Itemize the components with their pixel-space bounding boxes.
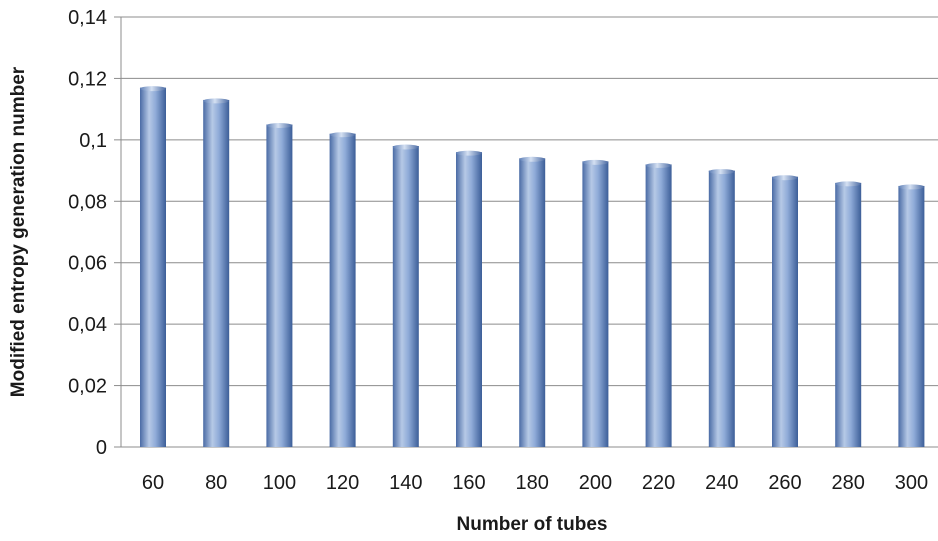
bar-body (329, 133, 356, 447)
bar (582, 159, 609, 447)
bar-cap (203, 98, 230, 104)
x-tick-label: 220 (642, 472, 675, 494)
bars (140, 86, 925, 448)
bar-cap (456, 150, 482, 156)
bar-body (392, 146, 419, 447)
bar-body (266, 124, 293, 447)
bar-cap (835, 181, 862, 187)
bar-cap (519, 156, 546, 162)
y-tick-label: 0,08 (68, 191, 107, 213)
bar (772, 175, 798, 447)
bar-body (835, 182, 862, 447)
bar-cap (645, 162, 672, 168)
bar (519, 156, 546, 448)
y-tick-label: 0,06 (68, 253, 107, 275)
bar (898, 184, 925, 447)
y-tick-labels: 0 0,02 0,04 0,06 0,08 0,1 0,12 0,14 (68, 7, 107, 459)
bar (708, 169, 735, 448)
bar-body (203, 99, 230, 447)
bar (456, 150, 482, 447)
y-axis-title: Modified entropy generation number (8, 66, 29, 397)
bar (835, 181, 862, 447)
y-tick-label: 0 (96, 437, 107, 459)
x-tick-label: 200 (579, 472, 612, 494)
y-tick-label: 0,12 (68, 68, 107, 90)
bar-cap (772, 175, 798, 181)
bar-body (898, 185, 925, 447)
x-tick-label: 240 (705, 472, 738, 494)
x-tick-label: 260 (768, 472, 801, 494)
x-axis-title: Number of tubes (457, 514, 608, 535)
x-tick-label: 100 (263, 472, 296, 494)
x-tick-label: 300 (895, 472, 928, 494)
bar-body (645, 164, 672, 447)
bar-cap (708, 169, 735, 175)
y-tick-label: 0,1 (79, 130, 107, 152)
bar-body (772, 176, 798, 447)
x-tick-label: 160 (452, 472, 485, 494)
bar-body (582, 161, 609, 447)
x-tick-label: 80 (205, 472, 227, 494)
bar-body (519, 158, 546, 448)
y-tick-label: 0,14 (68, 7, 107, 29)
y-tick-label: 0,04 (68, 314, 107, 336)
bar (329, 132, 356, 447)
bar-cap (140, 86, 166, 92)
y-tick-label: 0,02 (68, 376, 107, 398)
x-tick-label: 140 (389, 472, 422, 494)
x-tick-label: 280 (832, 472, 865, 494)
bar-cap (329, 132, 356, 138)
bar-cap (392, 144, 419, 150)
bar (140, 86, 166, 448)
bar-body (140, 87, 166, 448)
bar (645, 162, 672, 447)
bar-body (456, 152, 482, 447)
bar (266, 123, 293, 447)
bar-cap (898, 184, 925, 190)
x-tick-label: 60 (142, 472, 164, 494)
x-tick-label: 180 (516, 472, 549, 494)
bar-body (708, 170, 735, 448)
x-tick-label: 120 (326, 472, 359, 494)
bar-cap (582, 159, 609, 165)
x-tick-labels: 60 80 100 120 140 160 180 200 220 240 260 280 300 (142, 472, 928, 494)
bar (392, 144, 419, 447)
bar (203, 98, 230, 447)
bar-cap (266, 123, 293, 128)
